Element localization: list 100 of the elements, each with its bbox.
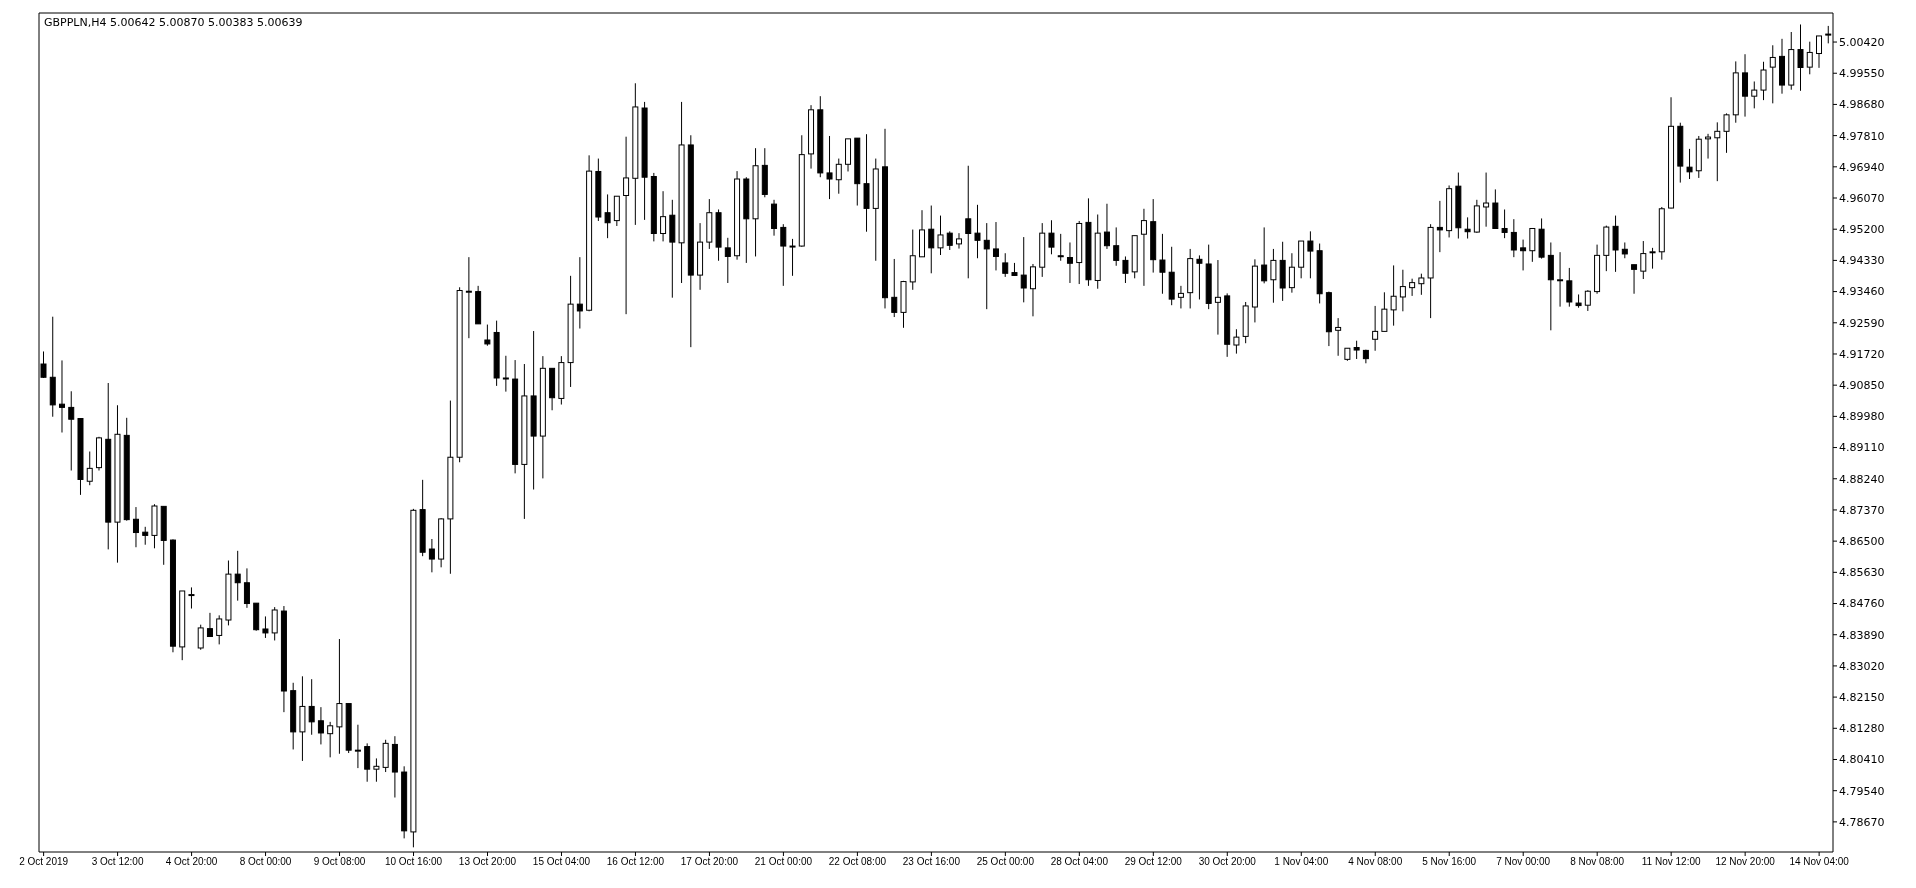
y-tick-label: 4.80410: [1839, 753, 1885, 767]
candlestick: [1742, 53, 1749, 118]
candlestick: [1640, 240, 1647, 280]
y-tick-label: 4.88240: [1839, 472, 1885, 486]
candlestick: [243, 567, 250, 609]
x-tick-label: 1 Nov 04:00: [1274, 856, 1329, 868]
x-tick-label: 3 Oct 12:00: [91, 856, 144, 868]
x-tick-label: 7 Nov 00:00: [1496, 856, 1551, 868]
x-tick-label: 16 Oct 12:00: [606, 856, 665, 868]
x-tick-label: 28 Oct 04:00: [1050, 856, 1109, 868]
candlestick: [937, 215, 944, 256]
candlestick: [1529, 227, 1536, 263]
candlestick: [1686, 148, 1693, 180]
candlestick: [1113, 226, 1120, 267]
candlestick: [974, 204, 981, 259]
x-tick-label: 2 Oct 2019: [19, 856, 69, 868]
candlestick: [1002, 252, 1009, 278]
y-tick-label: 4.96070: [1839, 191, 1885, 205]
candlestick: [271, 606, 278, 641]
candlestick: [946, 230, 953, 251]
x-tick-label: 8 Nov 08:00: [1570, 856, 1625, 868]
candlestick: [1769, 44, 1776, 104]
candlestick: [58, 359, 65, 433]
candlestick: [1501, 208, 1508, 239]
candlestick: [1584, 289, 1591, 312]
candlestick: [364, 742, 371, 783]
y-tick-label: 4.87370: [1839, 503, 1885, 517]
candlestick: [1399, 269, 1406, 312]
candlestick: [1381, 291, 1388, 332]
candlestick: [1159, 233, 1166, 295]
candlestick: [234, 550, 241, 602]
y-tick-label: 4.81280: [1839, 722, 1885, 736]
y-tick-label: 4.89110: [1839, 441, 1885, 455]
y-tick-label: 4.78670: [1839, 815, 1885, 829]
candlestick: [983, 222, 990, 310]
x-tick-label: 25 Oct 00:00: [976, 856, 1035, 868]
x-tick-label: 21 Oct 00:00: [754, 856, 813, 868]
y-tick-label: 4.93460: [1839, 285, 1885, 299]
x-tick-label: 23 Oct 16:00: [902, 856, 961, 868]
candlestick: [780, 223, 787, 287]
candlestick: [1214, 259, 1221, 336]
y-tick-label: 4.86500: [1839, 535, 1885, 549]
y-tick-label: 4.82150: [1839, 691, 1885, 705]
candlestick: [992, 221, 999, 271]
candlestick: [336, 638, 343, 755]
candlestick: [826, 135, 833, 200]
candlestick: [1020, 236, 1027, 303]
x-tick-label: 4 Nov 08:00: [1348, 856, 1403, 868]
candlestick: [216, 614, 223, 645]
candlestick: [1196, 254, 1203, 300]
candlestick: [1409, 278, 1416, 297]
candlestick: [604, 193, 611, 239]
candlestick: [68, 390, 75, 472]
candlestick: [1029, 263, 1036, 317]
candlestick: [1557, 251, 1564, 308]
candlestick: [1705, 133, 1712, 160]
candlestick: [956, 232, 962, 250]
x-tick-label: 15 Oct 04:00: [532, 856, 591, 868]
candlestick: [1631, 264, 1638, 295]
candlestick: [660, 190, 667, 242]
candlestick: [428, 538, 435, 573]
candlestick: [308, 678, 315, 736]
y-tick-label: 4.94330: [1839, 254, 1885, 268]
candlestick: [1483, 172, 1490, 228]
y-tick-label: 4.90850: [1839, 379, 1885, 393]
candlestick: [354, 724, 361, 769]
x-tick-label: 17 Oct 20:00: [680, 856, 739, 868]
chart-title: GBPPLN,H4 5.00642 5.00870 5.00383 5.00639: [44, 16, 303, 29]
candlestick: [262, 615, 269, 639]
candlestick: [1270, 248, 1277, 304]
candlestick: [1806, 41, 1813, 75]
y-tick-label: 5.00420: [1839, 35, 1885, 49]
y-tick-label: 4.98680: [1839, 98, 1885, 112]
candlestick: [891, 258, 898, 318]
candlestick: [197, 624, 204, 651]
candlestick: [1140, 208, 1147, 287]
candlestick: [1760, 61, 1767, 101]
candlestick: [1177, 285, 1184, 309]
y-tick-label: 4.83020: [1839, 659, 1885, 673]
candlestick: [1066, 241, 1073, 284]
candlestick: [1566, 267, 1573, 308]
x-tick-label: 4 Oct 20:00: [165, 856, 218, 868]
y-tick-label: 4.99550: [1839, 67, 1885, 81]
candlestick: [1464, 216, 1471, 240]
y-tick-label: 4.91720: [1839, 347, 1885, 361]
candlestick: [1797, 23, 1804, 92]
candlestick: [1307, 230, 1314, 279]
candlestick: [1261, 226, 1268, 284]
candlestick: [1288, 252, 1295, 294]
y-tick-label: 4.92590: [1839, 316, 1885, 330]
candlestick: [317, 706, 324, 745]
candlestick: [789, 238, 796, 277]
candlestick: [1418, 273, 1425, 296]
candlestick: [1649, 247, 1656, 270]
x-tick-label: 5 Nov 16:00: [1422, 856, 1477, 868]
candlestick: [1372, 305, 1379, 352]
candlestick: [1103, 203, 1110, 250]
x-tick-label: 14 Nov 04:00: [1789, 856, 1850, 868]
y-tick-label: 4.84760: [1839, 597, 1885, 611]
candlestick: [132, 506, 139, 548]
